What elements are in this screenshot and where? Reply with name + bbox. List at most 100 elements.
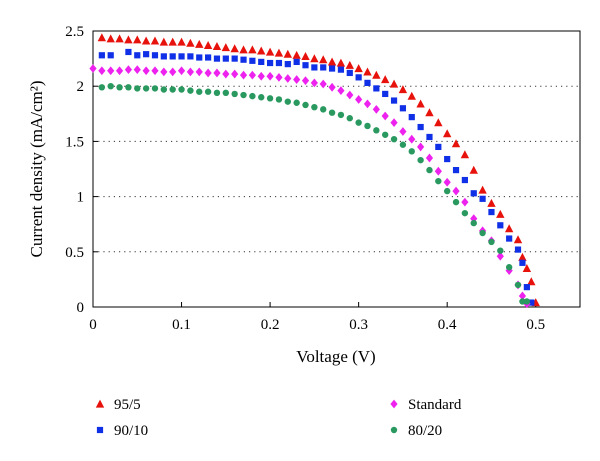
x-tick-label: 0.2 <box>261 317 280 333</box>
y-tick-label: 2 <box>77 79 85 95</box>
data-point <box>302 101 309 109</box>
data-point <box>345 60 354 69</box>
data-point <box>310 78 318 88</box>
data-point <box>204 68 212 78</box>
data-point <box>134 52 141 59</box>
data-point <box>213 55 221 62</box>
x-axis-title: Voltage (V) <box>296 347 375 366</box>
data-point <box>143 51 150 58</box>
data-point <box>373 127 380 134</box>
data-point <box>310 54 319 63</box>
data-point <box>470 219 477 227</box>
data-point <box>195 39 204 48</box>
data-point <box>505 264 513 271</box>
y-tick-label: 0 <box>77 300 85 316</box>
data-point <box>346 115 353 122</box>
data-point <box>470 190 477 197</box>
data-point <box>527 277 536 286</box>
data-point <box>336 58 346 67</box>
data-point <box>222 89 230 97</box>
data-point <box>284 74 292 83</box>
data-point <box>178 86 185 93</box>
data-point <box>213 89 221 97</box>
data-point <box>106 34 115 43</box>
data-point <box>519 298 526 305</box>
data-point <box>151 52 159 59</box>
legend-marker <box>96 426 104 434</box>
series-standard <box>89 64 531 309</box>
data-point <box>513 235 523 244</box>
data-point <box>487 198 496 207</box>
data-point <box>177 37 186 46</box>
data-point <box>196 54 203 61</box>
data-point <box>390 118 398 128</box>
data-point <box>249 57 256 64</box>
data-point <box>249 92 256 100</box>
data-point <box>363 99 372 109</box>
data-point <box>204 88 212 95</box>
data-point <box>518 252 527 261</box>
data-point <box>519 259 526 266</box>
data-point <box>274 48 284 57</box>
data-point <box>355 119 362 126</box>
data-point <box>469 165 478 174</box>
data-point <box>434 166 442 176</box>
data-point <box>115 34 124 43</box>
data-point <box>389 79 399 88</box>
data-point <box>514 246 522 253</box>
data-point <box>319 79 327 89</box>
data-point <box>160 67 168 77</box>
x-tick-label: 0.1 <box>172 317 191 333</box>
x-tick-label: 0.3 <box>349 317 368 333</box>
data-point <box>435 177 442 185</box>
data-point <box>98 66 106 76</box>
data-point <box>195 67 203 77</box>
data-point <box>319 55 328 64</box>
data-point <box>381 111 389 121</box>
data-point <box>240 56 247 63</box>
legend-marker <box>95 399 105 408</box>
data-point <box>248 45 257 54</box>
data-point <box>292 50 301 59</box>
data-point <box>452 186 460 196</box>
y-axis-ticks: 0 0.5 1 1.5 2 2.5 <box>65 24 98 316</box>
data-point <box>133 35 142 44</box>
data-point <box>417 123 424 131</box>
data-point <box>134 85 141 92</box>
data-point <box>212 42 222 51</box>
gridlines <box>93 85 580 253</box>
data-point <box>213 68 221 78</box>
data-point <box>301 76 310 86</box>
data-point <box>160 53 167 60</box>
data-point <box>496 251 504 261</box>
data-point <box>275 59 283 67</box>
data-point <box>390 97 398 104</box>
x-tick-label: 0.4 <box>438 317 457 333</box>
data-point <box>169 53 176 60</box>
data-point <box>381 75 390 84</box>
data-point <box>142 85 150 92</box>
data-point <box>425 108 434 117</box>
data-point <box>150 36 160 45</box>
data-point <box>196 88 203 95</box>
data-point <box>346 69 353 77</box>
data-point <box>89 64 97 73</box>
data-point <box>265 47 275 56</box>
data-point <box>301 51 310 60</box>
data-point <box>293 58 300 66</box>
legend-item: Standard <box>390 397 462 413</box>
data-point <box>125 84 132 91</box>
data-point <box>257 71 265 81</box>
data-point <box>337 66 345 73</box>
data-point <box>231 90 238 98</box>
data-point <box>337 111 345 119</box>
data-point <box>230 44 239 53</box>
series-90-10 <box>98 48 535 306</box>
data-point <box>239 45 248 54</box>
data-point <box>452 198 460 206</box>
data-point <box>222 69 230 79</box>
data-point <box>222 55 229 62</box>
data-point <box>382 90 389 98</box>
y-tick-label: 1.5 <box>65 134 84 150</box>
data-point <box>523 298 531 305</box>
